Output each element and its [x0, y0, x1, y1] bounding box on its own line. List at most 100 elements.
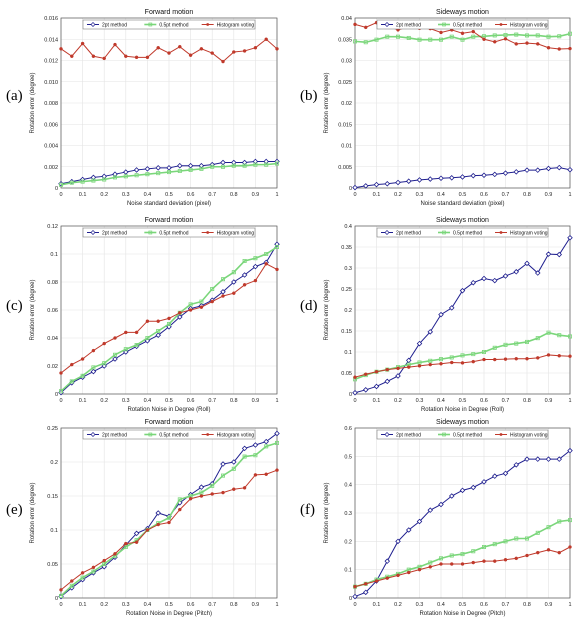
panel-label: (d): [300, 298, 318, 314]
data-point: [242, 163, 247, 168]
x-tick-label: 0.2: [394, 192, 402, 198]
chart-panel: 0 0.1 0.2 0.3 0.4 0.5 0.6 0.7 0.8 0.9 1 0 0.05 0.1 0.1…: [300, 217, 573, 413]
data-point: [568, 518, 573, 523]
x-axis-label: Noise standard deviation (pixel): [127, 201, 211, 207]
data-point: [567, 166, 573, 173]
legend-marker: [499, 23, 503, 26]
data-point: [568, 334, 573, 339]
data-point: [133, 167, 140, 173]
data-point: [385, 367, 389, 372]
data-point: [405, 178, 412, 184]
x-axis-label: Rotation Noise in Degree (Roll): [421, 407, 504, 413]
legend-box: [82, 227, 256, 238]
data-point: [546, 34, 551, 39]
data-point: [241, 272, 248, 278]
data-point: [91, 569, 96, 574]
data-point: [210, 51, 214, 55]
data-point: [557, 354, 561, 358]
y-tick-label: 0.35: [341, 245, 352, 251]
data-point: [460, 353, 465, 358]
data-point: [534, 456, 541, 462]
series-2pt: [352, 164, 573, 191]
data-point: [252, 263, 259, 270]
y-tick-label: 0.1: [50, 252, 58, 258]
x-axis-label: Rotation Noise in Degree (Roll): [127, 407, 210, 413]
data-point: [536, 550, 540, 555]
data-point: [252, 442, 259, 448]
data-point: [482, 37, 486, 41]
data-point: [384, 378, 391, 385]
panel-label: (e): [6, 502, 23, 518]
data-point: [102, 361, 107, 366]
x-tick-label: 0.6: [480, 602, 488, 608]
data-point: [352, 184, 358, 191]
data-point: [264, 472, 268, 476]
data-point: [536, 356, 540, 360]
data-point: [448, 175, 455, 181]
y-tick-label: 0.002: [44, 165, 58, 171]
legend-label: Histogram voting: [510, 230, 548, 236]
x-tick-label: 0.2: [394, 398, 402, 404]
legend: 2pt method 0.5pt method Histogram voting: [376, 429, 549, 440]
data-point: [364, 582, 368, 586]
x-tick-label: 0.9: [545, 192, 553, 198]
data-point: [503, 342, 508, 347]
x-tick-label: 0.4: [144, 192, 152, 198]
data-point: [535, 530, 540, 535]
x-tick-label: 0.6: [480, 192, 488, 198]
data-point: [220, 461, 226, 467]
data-point: [80, 571, 85, 575]
x-tick-label: 0.9: [252, 602, 260, 608]
legend-marker: [90, 432, 96, 437]
data-point: [450, 360, 454, 365]
x-tick-label: 0: [59, 192, 62, 198]
data-point: [492, 33, 497, 38]
x-tick-label: 0: [59, 602, 62, 608]
data-point: [568, 354, 572, 358]
data-point: [459, 487, 466, 494]
y-tick-label: 0.5: [344, 454, 352, 460]
data-point: [220, 159, 226, 166]
data-point: [242, 283, 247, 287]
legend-marker: [384, 432, 390, 437]
data-point: [416, 177, 423, 183]
data-point: [188, 167, 193, 172]
panel-label: (b): [300, 88, 318, 104]
data-point: [374, 369, 379, 374]
x-tick-label: 0.4: [144, 602, 152, 608]
data-point: [481, 349, 486, 354]
data-point: [133, 530, 140, 537]
data-point: [59, 593, 64, 598]
data-point: [210, 492, 214, 496]
data-point: [428, 362, 432, 367]
chart-title: Sideways motion: [436, 217, 489, 224]
data-point: [427, 507, 434, 513]
data-point: [156, 319, 160, 323]
series-line: [354, 519, 571, 588]
x-tick-label: 0.2: [100, 398, 108, 404]
data-point: [546, 525, 551, 530]
panel-label: (f): [300, 502, 315, 518]
data-point: [525, 41, 529, 45]
data-point: [470, 279, 477, 286]
data-point: [395, 373, 401, 379]
data-point: [535, 336, 540, 341]
x-tick-label: 0.5: [165, 192, 173, 198]
x-tick-label: 0.9: [545, 602, 553, 608]
data-point: [210, 286, 215, 291]
x-tick-label: 0: [353, 602, 356, 608]
data-point: [428, 560, 433, 565]
y-tick-label: 0.004: [44, 144, 58, 150]
data-point: [242, 49, 247, 53]
x-tick-label: 0.3: [416, 398, 424, 404]
data-point: [481, 479, 487, 485]
data-point: [546, 330, 551, 335]
data-point: [460, 31, 465, 36]
series-2pt: [352, 447, 573, 600]
data-point: [405, 527, 412, 533]
chart-panel: 0 0.1 0.2 0.3 0.4 0.5 0.6 0.7 0.8 0.9 1 0 0.02 0.04 0.…: [6, 217, 280, 413]
data-point: [545, 165, 552, 172]
y-tick-label: 0.4: [344, 224, 352, 230]
data-point: [438, 556, 443, 561]
